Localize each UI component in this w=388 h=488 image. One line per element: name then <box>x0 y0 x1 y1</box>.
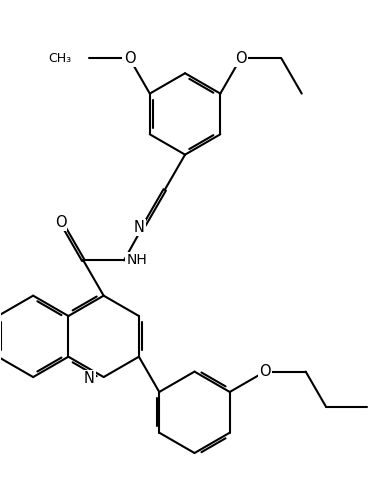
Text: O: O <box>124 51 135 66</box>
Text: CH₃: CH₃ <box>48 52 71 65</box>
Text: N: N <box>84 371 95 386</box>
Text: NH: NH <box>126 253 147 267</box>
Text: O: O <box>55 215 66 230</box>
Text: O: O <box>235 51 246 66</box>
Text: O: O <box>259 364 271 379</box>
Text: N: N <box>134 220 145 235</box>
